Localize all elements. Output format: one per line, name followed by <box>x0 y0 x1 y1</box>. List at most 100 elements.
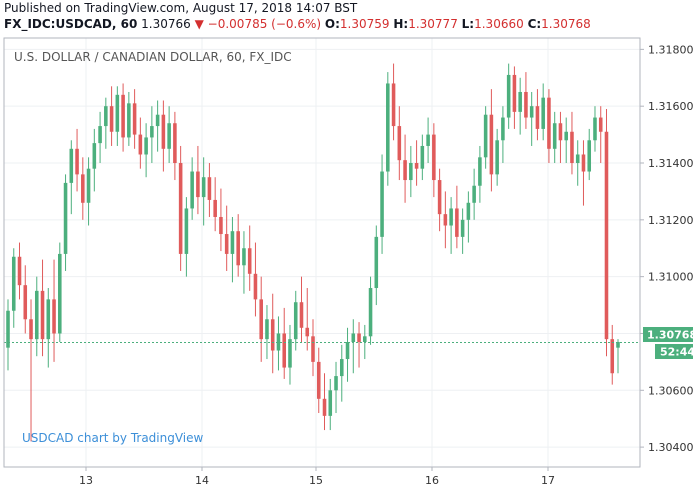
watermark[interactable]: USDCAD chart by TradingView <box>22 431 204 445</box>
candle-body <box>368 288 373 337</box>
candle <box>512 66 517 129</box>
candle <box>501 106 505 164</box>
candle <box>150 106 154 164</box>
x-tick-label: 16 <box>425 474 439 487</box>
candle <box>311 319 315 377</box>
candle <box>558 111 563 164</box>
candle <box>104 97 108 149</box>
candle <box>386 72 390 186</box>
x-tick-label: 13 <box>79 474 93 487</box>
y-tick-label: 1.31800 <box>648 43 694 56</box>
symbol-label: FX_IDC:USDCAD, 60 <box>4 17 138 31</box>
candle-body <box>328 390 333 416</box>
candle-body <box>196 171 200 198</box>
candle <box>495 128 499 186</box>
candle <box>63 174 68 271</box>
candle-body <box>529 106 534 118</box>
candle-body <box>6 310 10 348</box>
candle-body <box>345 341 350 360</box>
candle <box>518 77 522 135</box>
candle-body <box>17 256 22 286</box>
y-tick-label: 1.31400 <box>648 157 694 170</box>
candle-body <box>541 97 545 129</box>
open-value: 1.30759 <box>339 17 390 31</box>
candle-body <box>610 339 615 374</box>
candle <box>173 111 177 181</box>
candle <box>40 259 45 357</box>
candle <box>547 89 551 164</box>
candle-body <box>293 302 298 340</box>
candle <box>478 145 482 203</box>
candle <box>529 91 534 146</box>
x-axis: 13 14 15 16 17 <box>79 467 555 487</box>
candle <box>155 100 160 152</box>
candle-body <box>282 333 287 368</box>
candle <box>109 86 114 146</box>
candle <box>483 106 488 169</box>
candle-body <box>276 333 281 351</box>
candle <box>581 140 586 206</box>
candle <box>535 89 540 141</box>
candle-body <box>144 137 148 155</box>
candle-body <box>547 97 551 149</box>
published-line: Published on TradingView.com, August 17,… <box>4 1 358 15</box>
candle-body <box>558 123 563 141</box>
price-label-badge: 1.30768 <box>643 327 697 342</box>
candle-body <box>426 134 430 146</box>
candle <box>196 145 200 215</box>
candle <box>132 89 137 149</box>
candle-body <box>466 202 471 220</box>
change-value: −0.00785 (−0.6%) <box>207 17 322 31</box>
candle <box>506 63 511 129</box>
candle-body <box>75 148 79 175</box>
candle <box>207 163 212 217</box>
y-tick-label: 1.31200 <box>648 214 694 227</box>
candle <box>489 89 494 192</box>
candle-body <box>219 216 223 235</box>
candle <box>316 347 321 414</box>
y-axis: 1.318001.316001.314001.312001.310001.308… <box>640 43 694 454</box>
candle-body <box>23 285 28 320</box>
candle-body <box>593 117 597 141</box>
candle-body <box>52 299 56 334</box>
candle <box>409 145 413 198</box>
candle <box>397 106 402 181</box>
candle <box>247 225 252 291</box>
candle-body <box>86 168 91 203</box>
candle <box>604 109 609 357</box>
candle <box>541 83 545 141</box>
candle-body <box>581 154 586 172</box>
candle <box>524 72 528 129</box>
candle-body <box>58 253 62 334</box>
candle <box>167 106 171 164</box>
candle <box>587 128 592 181</box>
candle <box>213 177 217 232</box>
countdown-badge: 52:44 <box>655 344 695 359</box>
candle <box>201 157 206 226</box>
candle <box>339 344 344 402</box>
candle-body <box>265 319 269 340</box>
x-tick-label: 14 <box>195 474 209 487</box>
candle-body <box>288 339 292 368</box>
candle <box>81 157 85 220</box>
high-label: H: <box>393 17 409 31</box>
candle <box>374 225 379 306</box>
candle <box>380 154 384 254</box>
candle-body <box>495 140 499 175</box>
candle-body <box>357 333 361 342</box>
candle-body <box>150 126 154 138</box>
candle-body <box>253 273 258 300</box>
candle-body <box>380 171 384 237</box>
candle <box>190 157 194 220</box>
candle-body <box>575 154 580 164</box>
candle <box>253 242 258 317</box>
candle <box>270 293 275 374</box>
low-value: 1.30660 <box>474 17 524 31</box>
candle-body <box>161 114 166 149</box>
candle-body <box>270 319 275 351</box>
candle-body <box>409 163 413 181</box>
candle-body <box>230 231 235 254</box>
candle-body <box>46 299 51 340</box>
low-label: L: <box>461 17 475 31</box>
